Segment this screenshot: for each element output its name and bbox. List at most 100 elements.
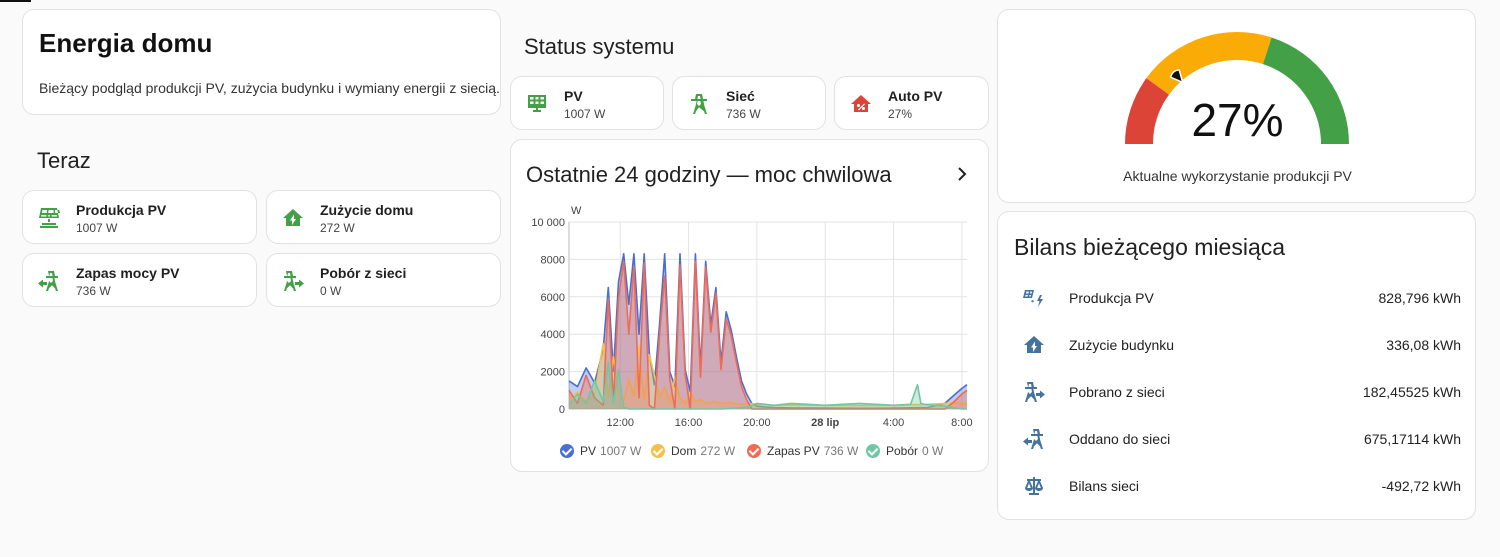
status-tile-grid[interactable]: Sieć 736 W <box>672 76 826 130</box>
tile-pv-surplus[interactable]: Zapas mocy PV 736 W <box>22 253 257 307</box>
tile-pv-production[interactable]: Produkcja PV 1007 W <box>22 190 257 244</box>
month-row-grid-import[interactable]: Pobrano z sieci 182,45525 kWh <box>998 380 1477 404</box>
tile-value: 736 W <box>726 107 761 121</box>
y-axis-unit: W <box>571 205 582 217</box>
status-tile-pv[interactable]: PV 1007 W <box>510 76 664 130</box>
tile-name: Auto PV <box>888 88 943 104</box>
month-row-name: Zużycie budynku <box>1069 337 1175 353</box>
solar-panel-icon <box>528 95 546 112</box>
scale-balance-icon <box>1025 477 1043 495</box>
x-tick-label: 20:00 <box>743 417 771 429</box>
month-row-name: Pobrano z sieci <box>1069 384 1165 400</box>
month-row-value: 828,796 kWh <box>1378 290 1462 306</box>
x-tick-label: 12:00 <box>606 417 634 429</box>
solar-power-icon <box>39 208 61 228</box>
tile-name: Zużycie domu <box>320 202 414 218</box>
month-balance-card: Bilans bieżącego miesiąca Produkcja PV 8… <box>997 211 1476 520</box>
top-edge-line <box>0 0 31 2</box>
series-line-zapas-pv <box>568 260 968 410</box>
gauge-label: Aktualne wykorzystanie produkcji PV <box>1123 168 1352 184</box>
y-tick-label: 10 000 <box>531 217 565 229</box>
legend-check-icon <box>866 444 880 458</box>
history-chart: 0 2000 4000 6000 8000 10 000 12:00 16:00 20:00 28… <box>531 205 972 429</box>
legend-value: 0 W <box>922 444 944 458</box>
legend-item-pv[interactable]: PV 1007 W <box>560 444 641 458</box>
series-area-pv <box>569 253 967 409</box>
tile-name: Pobór z sieci <box>320 265 407 281</box>
month-row-building-consumption[interactable]: Zużycie budynku 336,08 kWh <box>998 333 1477 357</box>
tile-value: 0 W <box>320 284 342 298</box>
legend-check-icon <box>560 444 574 458</box>
history-chart-card: Ostatnie 24 godziny — moc chwilowa 0 2000… <box>510 139 989 472</box>
month-row-value: 675,17114 kWh <box>1363 431 1461 447</box>
tile-value: 1007 W <box>564 107 606 121</box>
x-tick-label: 4:00 <box>883 417 904 429</box>
page-subtitle: Bieżący podgląd produkcji PV, zużycia bu… <box>39 80 500 96</box>
x-tick-label: 16:00 <box>675 417 703 429</box>
solar-power-variant-icon <box>1023 290 1043 307</box>
chevron-right-icon[interactable] <box>954 166 970 182</box>
legend-check-icon <box>651 444 665 458</box>
legend-name: Zapas PV <box>767 444 820 458</box>
month-row-name: Bilans sieci <box>1069 478 1140 494</box>
legend-value: 272 W <box>700 444 736 458</box>
y-tick-label: 8000 <box>541 254 565 266</box>
month-row-value: 182,45525 kWh <box>1362 384 1461 400</box>
tile-value: 272 W <box>320 221 355 235</box>
legend-item-zapas-pv[interactable]: Zapas PV 736 W <box>747 444 858 458</box>
tile-name: Produkcja PV <box>76 202 167 218</box>
month-title: Bilans bieżącego miesiąca <box>1014 234 1286 260</box>
tile-value: 1007 W <box>76 221 118 235</box>
tile-value: 27% <box>888 107 913 121</box>
home-lightning-icon <box>283 209 303 226</box>
month-row-pv-production[interactable]: Produkcja PV 828,796 kWh <box>998 286 1477 310</box>
month-row-grid-balance[interactable]: Bilans sieci -492,72 kWh <box>998 474 1477 498</box>
y-tick-label: 0 <box>559 404 565 416</box>
transmission-tower-export-icon <box>1023 429 1043 449</box>
page-title: Energia domu <box>39 28 213 58</box>
month-row-name: Produkcja PV <box>1069 290 1154 306</box>
y-tick-label: 6000 <box>541 292 565 304</box>
x-tick-label: 28 lip <box>811 417 839 429</box>
header-card: Energia domu Bieżący podgląd produkcji P… <box>22 9 501 115</box>
legend-check-icon <box>747 444 761 458</box>
legend-value: 1007 W <box>600 444 642 458</box>
month-row-value: -492,72 kWh <box>1381 478 1461 494</box>
month-row-grid-export[interactable]: Oddano do sieci 675,17114 kWh <box>998 427 1477 451</box>
legend-name: Pobór <box>886 444 919 458</box>
y-tick-label: 2000 <box>541 367 565 379</box>
tile-home-consumption[interactable]: Zużycie domu 272 W <box>266 190 501 244</box>
month-row-value: 336,08 kWh <box>1386 337 1461 353</box>
transmission-tower-export-icon <box>38 271 58 291</box>
section-title-now: Teraz <box>37 148 91 173</box>
gauge-segment-2 <box>1262 37 1349 144</box>
tile-value: 736 W <box>76 284 111 298</box>
gauge-segment-0 <box>1125 78 1170 144</box>
section-title-status: Status systemu <box>524 34 675 59</box>
gauge <box>1125 32 1349 144</box>
legend-value: 736 W <box>823 444 859 458</box>
series-line-pobór <box>568 361 967 410</box>
transmission-tower-icon <box>691 94 707 114</box>
transmission-tower-import-icon <box>284 271 304 291</box>
series-area-zapas-pv <box>569 261 967 409</box>
gauge-card[interactable]: 27% Aktualne wykorzystanie produkcji PV <box>997 9 1476 203</box>
gauge-segment-1 <box>1146 32 1272 95</box>
tile-name: Zapas mocy PV <box>76 265 180 281</box>
home-lightning-icon <box>1024 336 1044 353</box>
tile-grid-import[interactable]: Pobór z sieci 0 W <box>266 253 501 307</box>
status-tile-auto-pv[interactable]: Auto PV 27% <box>834 76 989 130</box>
y-tick-label: 4000 <box>541 329 565 341</box>
x-tick-label: 8:00 <box>951 417 972 429</box>
month-row-name: Oddano do sieci <box>1069 431 1171 447</box>
gauge-value: 27% <box>1191 94 1284 146</box>
home-percent-icon <box>851 95 871 112</box>
tile-name: Sieć <box>726 88 755 104</box>
chart-title: Ostatnie 24 godziny — moc chwilowa <box>526 162 892 187</box>
gauge-needle <box>1169 69 1184 84</box>
legend-item-dom[interactable]: Dom 272 W <box>651 444 735 458</box>
legend-name: Dom <box>671 444 697 458</box>
legend-name: PV <box>580 444 597 458</box>
legend-item-pobor[interactable]: Pobór 0 W <box>866 444 943 458</box>
tile-name: PV <box>564 88 583 104</box>
